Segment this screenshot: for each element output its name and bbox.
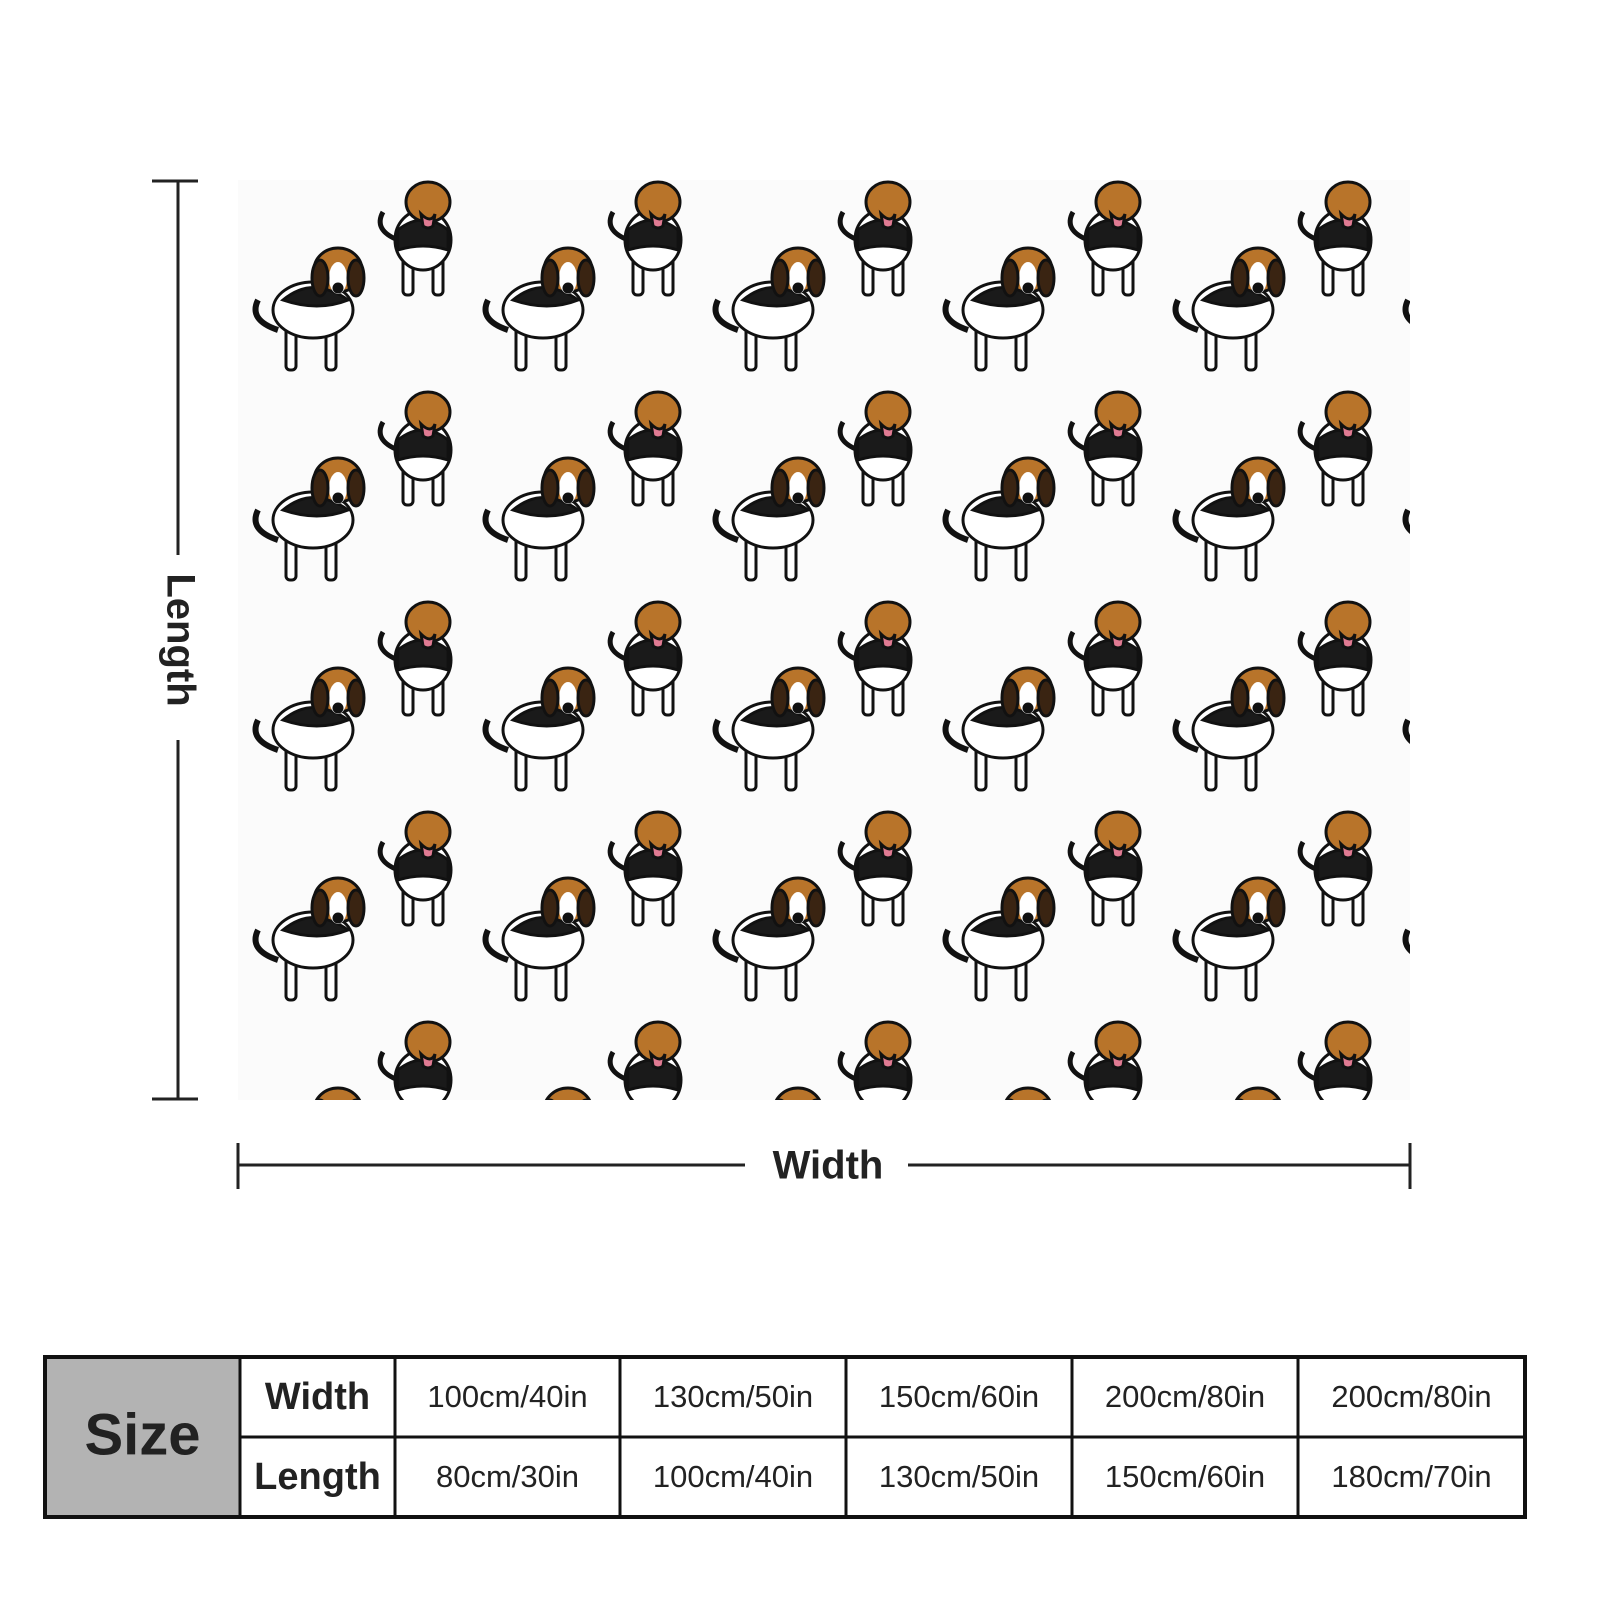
table-cell	[618, 1355, 848, 1439]
size-table: Size Width 100cm/40in 130cm/50in 150cm/60in 2…	[43, 1355, 1527, 1519]
size-value: 80cm/30in	[436, 1459, 579, 1494]
size-value: 150cm/60in	[879, 1379, 1039, 1414]
length-indicator	[152, 179, 198, 1101]
size-header: Size	[84, 1402, 200, 1467]
size-value: 150cm/60in	[1105, 1459, 1265, 1494]
beagle-pattern	[238, 180, 1410, 1100]
table-cell	[844, 1435, 1074, 1519]
size-value: 200cm/80in	[1105, 1379, 1265, 1414]
size-header-cell	[43, 1355, 242, 1519]
table-cell	[238, 1355, 397, 1439]
size-value: 180cm/70in	[1331, 1459, 1491, 1494]
row-label: Width	[265, 1376, 370, 1418]
size-value: 130cm/50in	[879, 1459, 1039, 1494]
width-indicator	[236, 1143, 1412, 1189]
row-label: Length	[254, 1456, 381, 1498]
size-value: 130cm/50in	[653, 1379, 813, 1414]
size-value: 100cm/40in	[653, 1459, 813, 1494]
width-label: Width	[773, 1144, 884, 1188]
table-cell	[393, 1435, 622, 1519]
length-label: Length	[158, 573, 202, 706]
table-cell	[844, 1355, 1074, 1439]
size-value: 200cm/80in	[1331, 1379, 1491, 1414]
table-cell	[1070, 1435, 1300, 1519]
size-value: 100cm/40in	[427, 1379, 587, 1414]
table-border	[43, 1355, 1527, 1519]
table-cell	[1296, 1435, 1527, 1519]
